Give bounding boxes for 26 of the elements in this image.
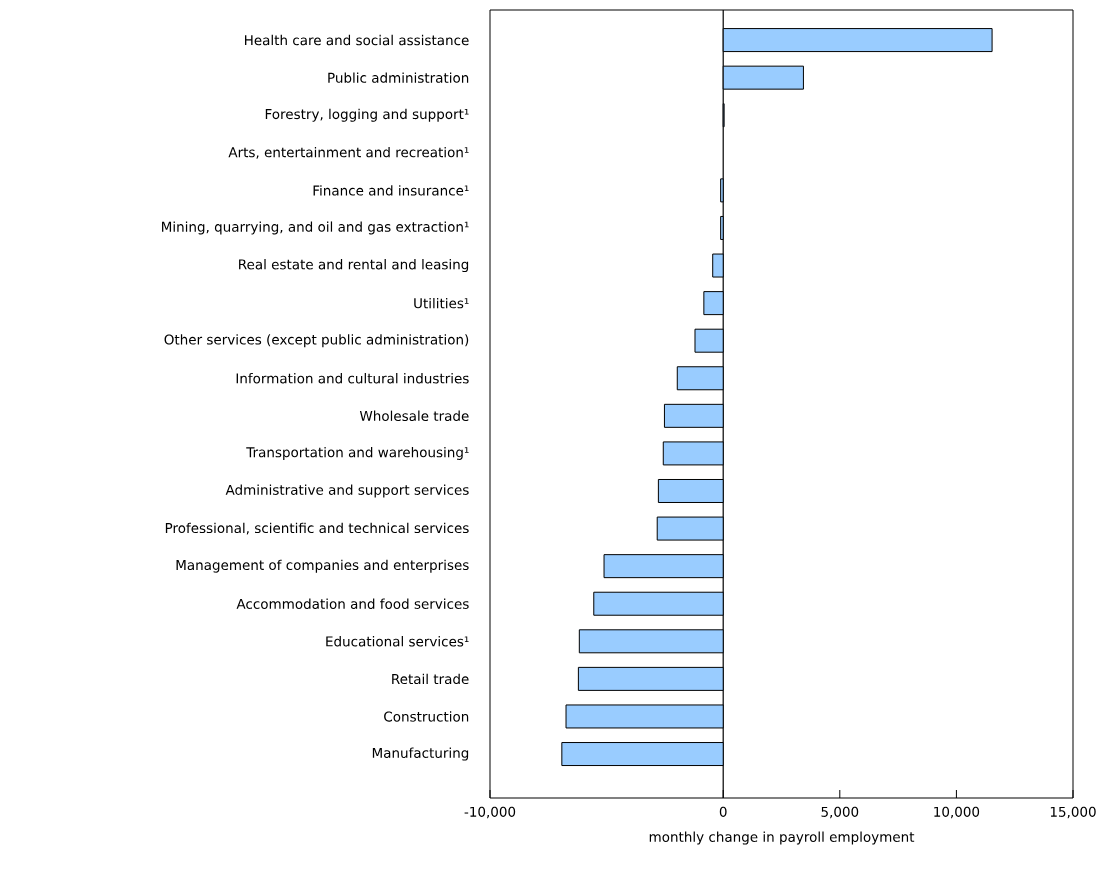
y-tick-label: Administrative and support services bbox=[225, 484, 469, 498]
y-tick-label: Educational services¹ bbox=[326, 636, 469, 647]
y-tick-label: Utilities¹ bbox=[414, 297, 469, 309]
y-tick-label: Wholesale trade bbox=[359, 410, 469, 422]
y-tick-label: Retail trade bbox=[392, 673, 469, 685]
y-tick-label: Transportation and warehousing¹ bbox=[246, 446, 469, 460]
x-tick-label: -10,000 bbox=[464, 806, 516, 819]
y-tick-label: Arts, entertainment and recreation¹ bbox=[228, 146, 469, 159]
y-tick-label: Accommodation and food services bbox=[236, 598, 469, 609]
y-tick-label: Construction bbox=[384, 711, 469, 722]
x-axis-title: monthly change in payroll employment bbox=[649, 831, 915, 845]
y-tick-label: Public administration bbox=[328, 72, 469, 83]
x-tick-label: 10,000 bbox=[934, 806, 980, 819]
y-tick-label: Health care and social assistance bbox=[245, 34, 469, 46]
x-tick-label: 5,000 bbox=[821, 806, 859, 819]
y-tick-label: Manufacturing bbox=[372, 747, 469, 761]
y-tick-label: Mining, quarrying, and oil and gas extraction¹ bbox=[162, 221, 469, 235]
y-tick-label: Forestry, logging and support¹ bbox=[265, 108, 469, 122]
y-tick-label: Real estate and rental and leasing bbox=[239, 259, 469, 273]
y-tick-label: Other services (except public administration) bbox=[164, 334, 469, 348]
x-tick-label: 15,000 bbox=[1050, 806, 1096, 819]
x-tick-label: 0 bbox=[719, 806, 727, 817]
y-tick-label: Management of companies and enterprises bbox=[176, 559, 469, 573]
y-tick-label: Finance and insurance¹ bbox=[313, 185, 469, 196]
y-tick-label: Information and cultural industries bbox=[236, 373, 469, 384]
y-tick-label: Professional, scientific and technical services bbox=[165, 522, 469, 535]
